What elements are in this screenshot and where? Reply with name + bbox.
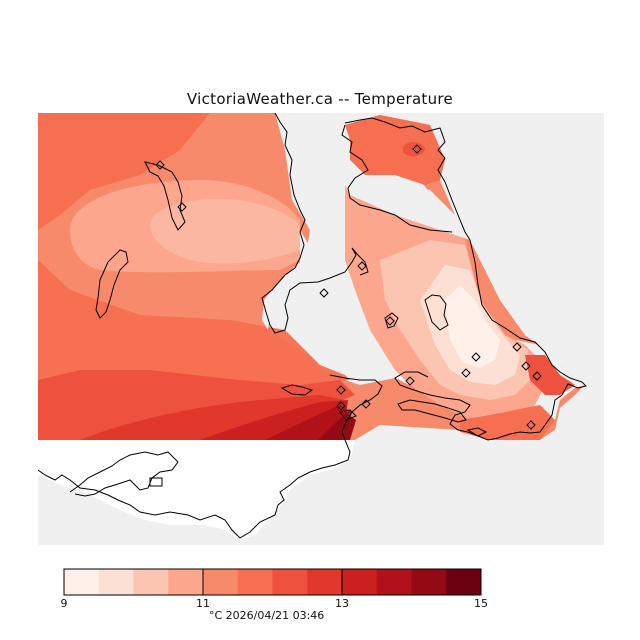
map-title: VictoriaWeather.ca -- Temperature xyxy=(186,90,454,108)
island-east-1 xyxy=(424,294,449,331)
coastlines xyxy=(38,113,587,539)
no-data-mask xyxy=(38,113,604,545)
colorbar-tick-label: 15 xyxy=(474,597,488,610)
station-marker xyxy=(357,261,367,271)
band-10.5-11-central xyxy=(150,198,300,264)
colorbar-segment xyxy=(64,569,100,595)
colorbar-segment xyxy=(237,569,273,595)
units-and-timestamp: °C 2026/04/21 03:46 xyxy=(209,609,325,622)
inlet-water-mask xyxy=(262,230,320,330)
colorbar-tick-label: 13 xyxy=(335,597,349,610)
temperature-field xyxy=(38,113,585,440)
station-marker xyxy=(336,385,346,395)
north-peninsula-inner xyxy=(341,124,453,233)
station-marker xyxy=(336,401,346,411)
island-east-2 xyxy=(384,312,399,329)
station-marker xyxy=(385,316,395,326)
colorbar-tick-label: 9 xyxy=(60,597,68,610)
band-11.5-12-west xyxy=(38,113,210,230)
colorbar-segment xyxy=(272,569,308,595)
station-marker xyxy=(461,368,471,378)
island-far-south xyxy=(149,477,163,487)
colorbar-segment xyxy=(411,569,447,595)
station-marker xyxy=(532,371,542,381)
island-south-dot xyxy=(339,409,357,421)
colorbar-segment xyxy=(307,569,343,595)
island-south-east xyxy=(466,427,488,437)
band-11.5-12-north xyxy=(345,115,445,185)
sound-water-mask xyxy=(275,113,470,240)
band-12-north-spot xyxy=(403,142,425,157)
north-peninsula-line xyxy=(344,117,471,241)
station-marker xyxy=(405,376,415,386)
colorbar-segment xyxy=(98,569,134,595)
station-marker xyxy=(512,342,522,352)
station-markers xyxy=(155,144,542,430)
band-12-east-tip xyxy=(525,355,575,395)
colorbar-segment xyxy=(168,569,204,595)
colorbar-tick-label: 11 xyxy=(196,597,210,610)
band-11.5-12-sw xyxy=(38,260,350,385)
station-marker xyxy=(155,160,165,170)
east-peninsula-line xyxy=(394,239,587,441)
station-marker xyxy=(177,202,187,212)
colorbar-segment xyxy=(342,569,378,595)
east-water-mask xyxy=(38,113,604,545)
colorbar-segment xyxy=(203,569,239,595)
band-9-9.5-east xyxy=(445,285,500,368)
colorbar-segment xyxy=(446,569,482,595)
station-marker xyxy=(361,399,371,409)
colorbar xyxy=(63,568,482,596)
temperature-map xyxy=(38,113,604,545)
island-northwest xyxy=(144,161,186,231)
station-marker xyxy=(412,144,422,154)
station-marker xyxy=(319,288,329,298)
south-land-white xyxy=(38,440,355,540)
colorbar-segment xyxy=(376,569,412,595)
south-inner-coast xyxy=(69,451,179,497)
station-marker xyxy=(526,420,536,430)
station-marker xyxy=(471,352,481,362)
island-west xyxy=(95,249,129,319)
island-south-strip xyxy=(397,399,467,423)
colorbar-segment xyxy=(133,569,169,595)
west-coast-line xyxy=(261,113,369,334)
south-coast-line xyxy=(38,374,383,539)
island-south-small xyxy=(280,384,314,396)
station-marker xyxy=(521,361,531,371)
